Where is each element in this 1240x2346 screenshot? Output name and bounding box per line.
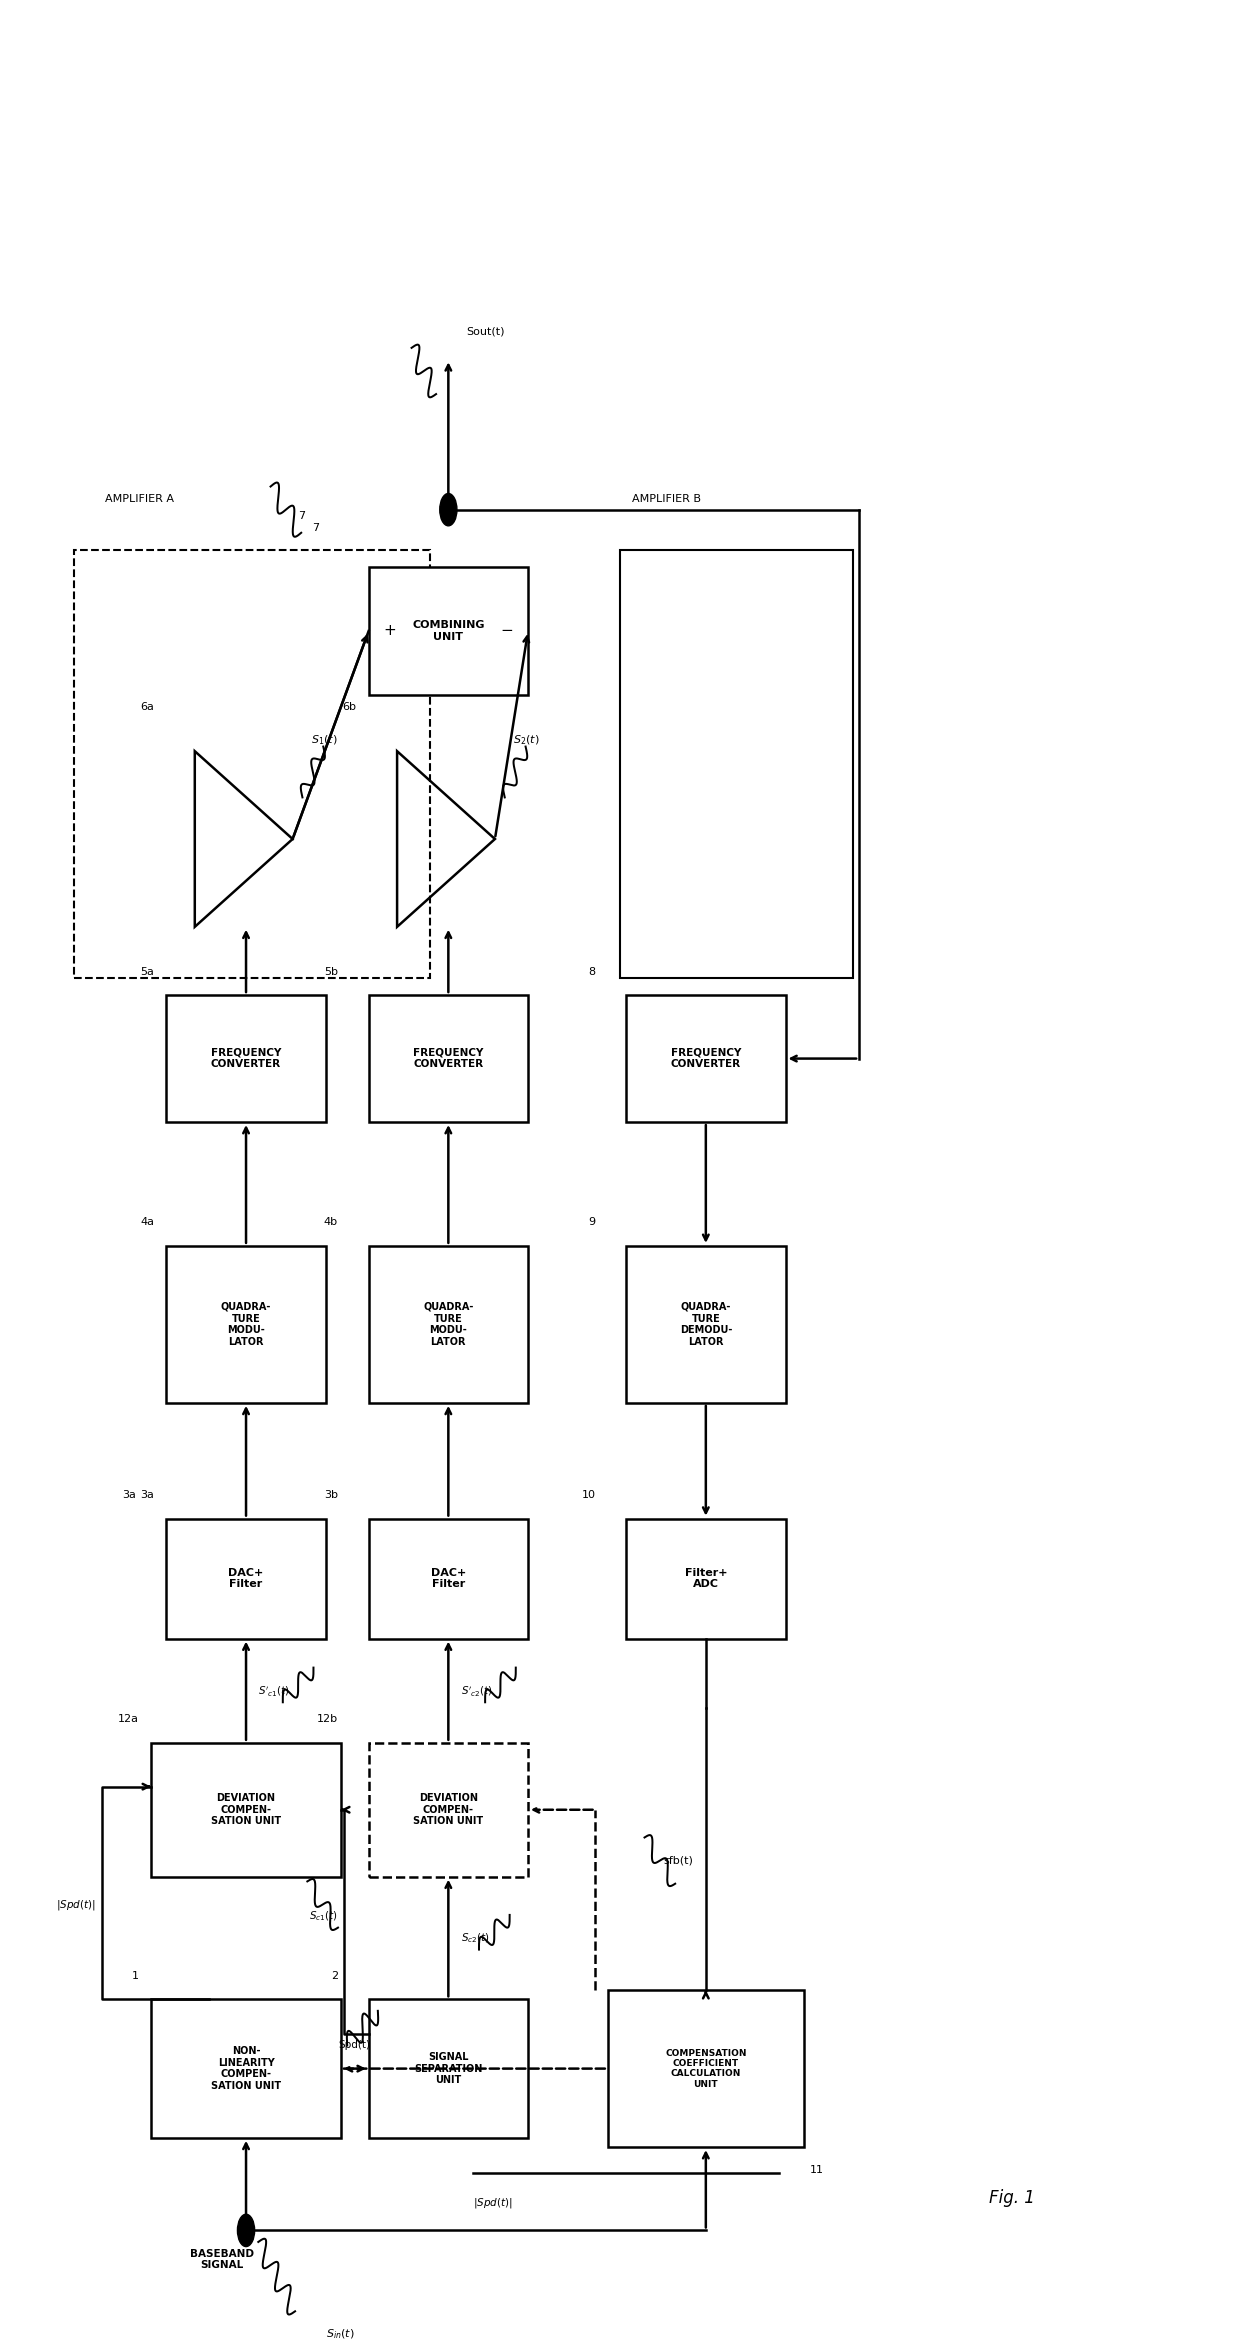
Text: COMBINING
UNIT: COMBINING UNIT bbox=[412, 619, 485, 643]
FancyBboxPatch shape bbox=[166, 1518, 326, 1640]
Text: 10: 10 bbox=[582, 1490, 595, 1499]
Text: 12b: 12b bbox=[317, 1715, 339, 1724]
Text: FREQUENCY
CONVERTER: FREQUENCY CONVERTER bbox=[413, 1049, 484, 1070]
Circle shape bbox=[440, 493, 456, 526]
Text: DEVIATION
COMPEN-
SATION UNIT: DEVIATION COMPEN- SATION UNIT bbox=[211, 1792, 281, 1825]
Text: $S'_{c1}(t)$: $S'_{c1}(t)$ bbox=[258, 1684, 290, 1699]
FancyBboxPatch shape bbox=[608, 1989, 804, 2147]
Text: DEVIATION
COMPEN-
SATION UNIT: DEVIATION COMPEN- SATION UNIT bbox=[413, 1792, 484, 1825]
Text: 5b: 5b bbox=[324, 967, 339, 976]
FancyBboxPatch shape bbox=[626, 1518, 785, 1640]
FancyBboxPatch shape bbox=[368, 995, 528, 1121]
Text: QUADRA-
TURE
MODU-
LATOR: QUADRA- TURE MODU- LATOR bbox=[423, 1302, 474, 1347]
Text: FREQUENCY
CONVERTER: FREQUENCY CONVERTER bbox=[671, 1049, 742, 1070]
Text: 1: 1 bbox=[131, 1971, 139, 1980]
Text: $S_{in}(t)$: $S_{in}(t)$ bbox=[326, 2327, 355, 2341]
Text: 4b: 4b bbox=[324, 1218, 339, 1227]
FancyBboxPatch shape bbox=[368, 1743, 528, 1877]
Text: Fig. 1: Fig. 1 bbox=[990, 2189, 1035, 2208]
Text: +: + bbox=[383, 624, 396, 638]
Text: $|Spd(t)|$: $|Spd(t)|$ bbox=[56, 1898, 95, 1912]
Text: Filter+
ADC: Filter+ ADC bbox=[684, 1567, 727, 1591]
Text: 3a: 3a bbox=[140, 1490, 154, 1499]
Text: 2: 2 bbox=[331, 1971, 339, 1980]
FancyBboxPatch shape bbox=[368, 1246, 528, 1403]
Text: $S_1(t)$: $S_1(t)$ bbox=[311, 732, 337, 746]
FancyBboxPatch shape bbox=[368, 1999, 528, 2137]
Text: $S_{c2}(t)$: $S_{c2}(t)$ bbox=[460, 1931, 490, 1945]
FancyBboxPatch shape bbox=[166, 995, 326, 1121]
Text: NON-
LINEARITY
COMPEN-
SATION UNIT: NON- LINEARITY COMPEN- SATION UNIT bbox=[211, 2046, 281, 2090]
Text: 6a: 6a bbox=[140, 701, 154, 711]
Text: Spd(t): Spd(t) bbox=[339, 2041, 371, 2050]
Text: $S_2(t)$: $S_2(t)$ bbox=[513, 732, 539, 746]
Text: 5a: 5a bbox=[140, 967, 154, 976]
Text: FREQUENCY
CONVERTER: FREQUENCY CONVERTER bbox=[211, 1049, 281, 1070]
Text: 12a: 12a bbox=[118, 1715, 139, 1724]
Text: BASEBAND
SIGNAL: BASEBAND SIGNAL bbox=[190, 2250, 253, 2271]
Text: QUADRA-
TURE
DEMODU-
LATOR: QUADRA- TURE DEMODU- LATOR bbox=[680, 1302, 732, 1347]
FancyBboxPatch shape bbox=[151, 1999, 341, 2137]
Text: 3a: 3a bbox=[122, 1490, 135, 1499]
Text: 8: 8 bbox=[588, 967, 595, 976]
Text: 7: 7 bbox=[312, 523, 320, 533]
FancyBboxPatch shape bbox=[626, 1246, 785, 1403]
Text: DAC+
Filter: DAC+ Filter bbox=[228, 1567, 264, 1591]
FancyBboxPatch shape bbox=[166, 1246, 326, 1403]
Circle shape bbox=[237, 2215, 254, 2247]
Text: 11: 11 bbox=[810, 2165, 825, 2175]
FancyBboxPatch shape bbox=[151, 1743, 341, 1877]
Text: 7: 7 bbox=[298, 511, 305, 521]
FancyBboxPatch shape bbox=[368, 1518, 528, 1640]
Text: COMPENSATION
COEFFICIENT
CALCULATION
UNIT: COMPENSATION COEFFICIENT CALCULATION UNI… bbox=[665, 2048, 746, 2088]
Text: −: − bbox=[501, 624, 513, 638]
Text: DAC+
Filter: DAC+ Filter bbox=[430, 1567, 466, 1591]
Text: 4a: 4a bbox=[140, 1218, 154, 1227]
Text: $S_{c1}(t)$: $S_{c1}(t)$ bbox=[309, 1910, 339, 1924]
Text: $S'_{c2}(t)$: $S'_{c2}(t)$ bbox=[460, 1684, 492, 1699]
Text: SIGNAL
SEPARATION
UNIT: SIGNAL SEPARATION UNIT bbox=[414, 2053, 482, 2086]
Text: AMPLIFIER A: AMPLIFIER A bbox=[105, 495, 174, 504]
Text: 6b: 6b bbox=[342, 701, 356, 711]
Text: QUADRA-
TURE
MODU-
LATOR: QUADRA- TURE MODU- LATOR bbox=[221, 1302, 272, 1347]
Text: Sout(t): Sout(t) bbox=[466, 326, 505, 335]
Text: 3b: 3b bbox=[324, 1490, 339, 1499]
FancyBboxPatch shape bbox=[626, 995, 785, 1121]
Text: 9: 9 bbox=[588, 1218, 595, 1227]
Text: $|Spd(t)|$: $|Spd(t)|$ bbox=[472, 2196, 512, 2210]
FancyBboxPatch shape bbox=[368, 568, 528, 694]
Text: sfb(t): sfb(t) bbox=[663, 1856, 693, 1865]
Text: AMPLIFIER B: AMPLIFIER B bbox=[632, 495, 702, 504]
